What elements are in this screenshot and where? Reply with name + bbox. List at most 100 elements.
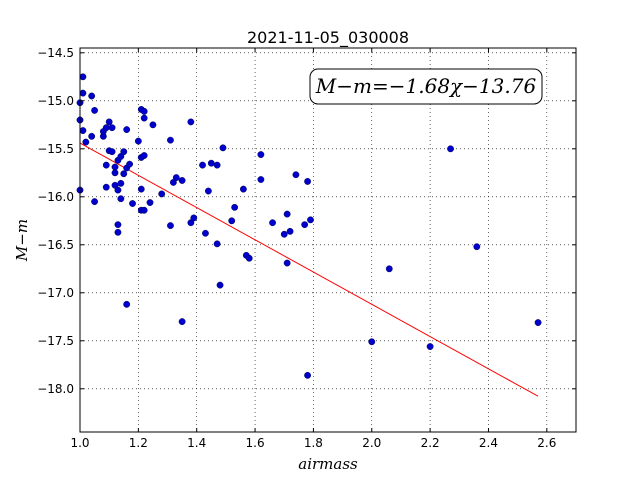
data-point [123,300,131,308]
data-point [108,124,116,132]
data-point [134,137,142,145]
y-axis-label: M−m [13,219,31,262]
data-point [167,222,174,230]
data-point [231,203,239,211]
data-point [219,144,227,152]
data-point [385,265,393,273]
chart-title: 2021-11-05_030008 [247,28,409,48]
x-tick-label: 1.4 [187,436,206,450]
data-point [91,107,98,114]
data-point [473,243,481,251]
data-point [117,195,125,203]
data-point [79,89,87,97]
data-point [202,229,209,237]
x-tick-label: 1.8 [304,436,323,450]
annotation-text: M−m=−1.68χ−13.76 [315,74,537,98]
data-point [426,343,434,350]
data-point [304,371,311,379]
data-point [129,200,136,207]
data-point [117,179,125,187]
x-axis-label: airmass [298,455,358,473]
data-point [534,319,542,326]
data-point [301,221,309,229]
data-point [146,199,154,206]
data-point [213,161,221,169]
data-point [102,183,110,191]
data-point [114,221,122,229]
data-point [111,169,119,177]
x-tick-label: 2.6 [537,436,556,450]
annotation-box [309,68,543,105]
data-point [283,210,291,218]
x-tick-label: 1.2 [129,436,148,450]
data-point [187,118,195,126]
y-tick-label: −16.0 [37,190,74,204]
data-point [304,178,311,185]
data-point [447,145,454,153]
plot-area [80,48,576,432]
data-point [120,170,128,178]
data-point [292,171,300,179]
data-point [140,152,148,159]
data-point [283,259,291,267]
data-point [108,148,116,156]
data-point [123,126,131,134]
data-point [190,214,198,222]
x-tick-label: 1.6 [246,436,265,450]
y-tick-label: −15.5 [37,142,74,156]
fit-annotation: M−m=−1.68χ−13.76 [309,68,543,105]
data-point [280,230,288,238]
data-point [199,161,206,169]
data-point [239,185,247,193]
ticks-layer [79,48,576,432]
data-point [269,219,276,227]
data-point [140,114,148,122]
points-layer [76,73,542,379]
data-point [111,163,119,171]
plot-frame [79,47,577,433]
data-point [213,240,221,248]
x-tick-label: 2.0 [362,436,381,450]
data-point [178,177,186,184]
data-point [79,127,87,134]
labels-layer: 1.0 1.2 1.4 1.6 1.8 2.0 2.2 2.4 2.6 −14.5 −15.0 −15… [37,46,556,450]
data-point [172,174,180,182]
y-tick-label: −17.5 [37,334,74,348]
data-point [178,318,186,325]
y-tick-label: −15.0 [37,94,74,108]
x-tick-label: 2.4 [479,436,498,450]
data-point [307,216,314,224]
data-point [140,107,148,115]
data-point [216,281,224,289]
data-point [102,161,110,169]
data-point [79,73,87,81]
data-point [88,132,96,140]
data-point [228,217,236,225]
data-point [120,148,128,156]
data-point [105,118,113,126]
data-point [149,121,157,129]
data-point [88,92,96,100]
y-tick-label: −16.5 [37,238,74,252]
x-tick-label: 1.0 [70,436,89,450]
data-point [137,185,145,193]
data-point [82,138,90,146]
data-point [207,159,215,167]
data-point [114,186,122,194]
data-point [286,227,294,235]
data-point [204,187,212,195]
data-point [126,160,134,168]
y-tick-label: −18.0 [37,382,74,396]
data-point [257,151,265,158]
fit-layer [79,142,539,397]
data-point [158,190,166,198]
data-point [114,228,122,236]
data-point [102,124,110,132]
data-point [91,198,98,206]
data-point [245,254,253,262]
y-tick-label: −14.5 [37,46,74,60]
data-point [368,338,376,346]
x-tick-label: 2.2 [421,436,440,450]
